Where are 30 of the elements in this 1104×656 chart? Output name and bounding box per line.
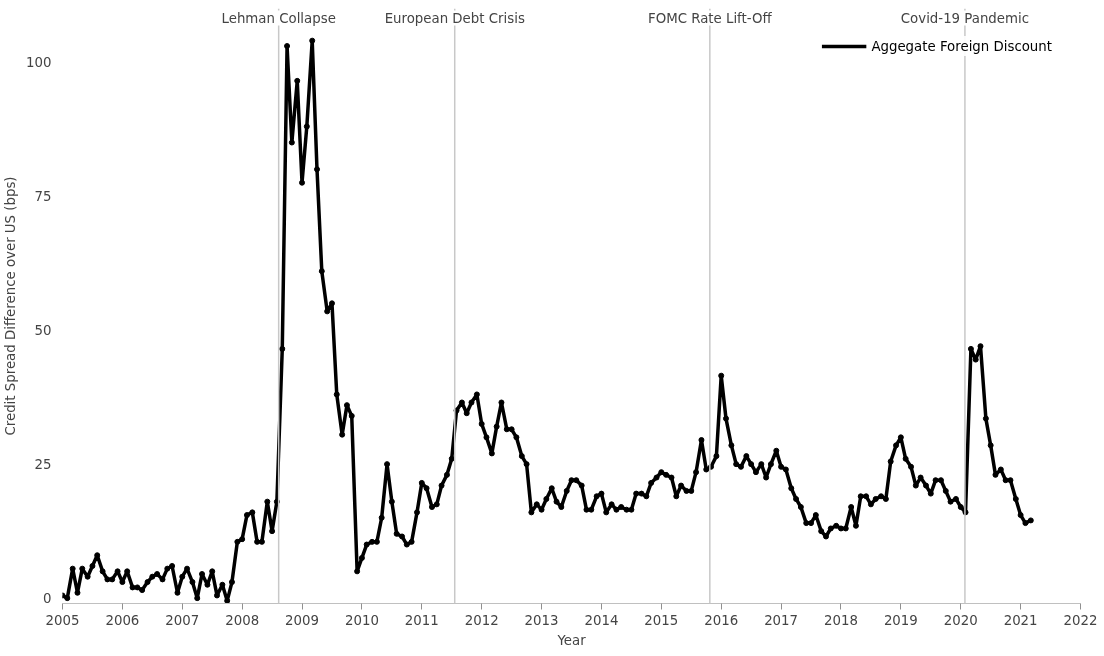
x-tick-label: 2019 — [883, 612, 918, 628]
y-tick-label: 0 — [43, 591, 52, 607]
x-tick-label: 2005 — [45, 612, 80, 628]
x-tick-label: 2007 — [165, 612, 200, 628]
x-tick-label: 2011 — [404, 612, 439, 628]
ref-line-label: Lehman Collapse — [221, 10, 336, 26]
legend-label: Aggegate Foreign Discount — [871, 38, 1052, 54]
x-tick-label: 2016 — [704, 612, 739, 628]
x-tick-label: 2020 — [943, 612, 978, 628]
x-tick-label: 2008 — [225, 612, 260, 628]
x-axis-title: Year — [556, 632, 587, 648]
y-tick-label: 100 — [26, 55, 52, 71]
ref-line-label: European Debt Crisis — [384, 10, 525, 26]
x-tick-label: 2010 — [344, 612, 379, 628]
x-tick-label: 2014 — [584, 612, 619, 628]
x-tick-label: 2017 — [764, 612, 799, 628]
x-tick-label: 2012 — [464, 612, 499, 628]
y-tick-label: 50 — [34, 323, 52, 339]
x-tick-label: 2018 — [824, 612, 858, 628]
ref-line-label: Covid-19 Pandemic — [900, 10, 1030, 26]
x-tick-label: 2006 — [105, 612, 140, 628]
y-axis-title: Credit Spread Difference over US (bps) — [3, 176, 19, 436]
y-tick-label: 25 — [34, 457, 52, 473]
x-tick-label: 2009 — [285, 612, 319, 628]
y-tick-label: 75 — [34, 189, 52, 205]
x-tick-label: 2022 — [1063, 612, 1098, 628]
ref-line-label: FOMC Rate Lift-Off — [648, 10, 773, 26]
x-tick-label: 2015 — [644, 612, 679, 628]
x-tick-label: 2013 — [524, 612, 559, 628]
x-tick-label: 2021 — [1003, 612, 1038, 628]
